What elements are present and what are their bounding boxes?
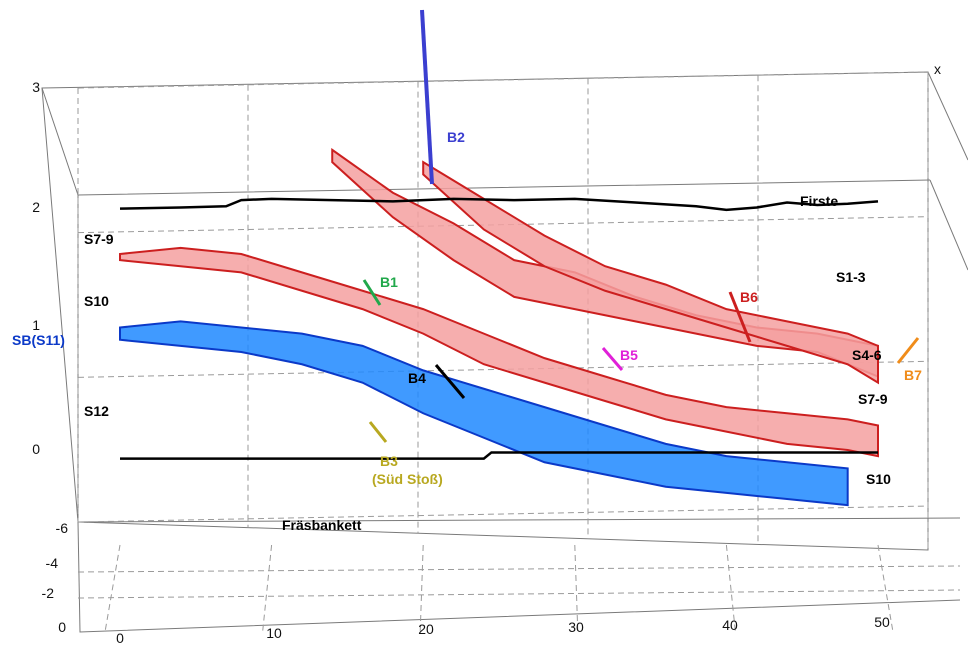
floor-grid-line: [419, 544, 424, 633]
floor-grid-line: [574, 544, 579, 633]
annotation-label: B2: [447, 129, 465, 145]
x-tick-label: 30: [568, 619, 584, 635]
annotation-label: S7-9: [84, 231, 114, 247]
tick-labels: 0 10 20 30 40 50 0 1 2 3 -6 -4 -2 0 x: [32, 61, 941, 646]
marker-b7: [896, 337, 920, 364]
annotation-label: S10: [84, 293, 109, 309]
axes-frame-edge: [929, 179, 968, 271]
y-tick-label: 0: [58, 619, 66, 635]
corner-mark: x: [934, 61, 941, 77]
annotation-label: SB(S11): [12, 332, 65, 348]
annotation-label: S10: [866, 471, 891, 487]
x-tick-label: 10: [266, 625, 282, 641]
annotation-label: (Süd Stoß): [372, 471, 443, 487]
x-tick-label: 50: [874, 614, 890, 630]
axes-frame-edge: [41, 87, 931, 196]
floor-grid-line: [77, 565, 961, 573]
annotation-label: Fräsbankett: [282, 517, 362, 533]
band-series: [119, 147, 879, 507]
annotation-label: S1-3: [836, 269, 866, 285]
annotation-label: B7: [904, 367, 922, 383]
marker-b3: [368, 421, 388, 443]
z-tick-label: 0: [32, 441, 40, 457]
marker-b5: [601, 347, 624, 371]
annotation-labels: B2 B1 B6 B5 B4 B3 (Süd Stoß) B7 S7-9 S10 S12 S1-3 S4…: [12, 129, 922, 533]
x-tick-label: 20: [418, 621, 434, 637]
grid-line-z: [77, 71, 929, 89]
marker-b2: [420, 9, 434, 185]
floor-grid-line: [725, 544, 736, 633]
floor-grid-line: [877, 544, 894, 633]
annotation-label: Firste: [800, 193, 838, 209]
annotation-label: S7-9: [858, 391, 888, 407]
grid-line-z: [77, 505, 929, 523]
band-sb-s11-: [119, 320, 849, 507]
band-s10: [119, 246, 879, 458]
axes-frame-edge: [927, 71, 968, 161]
x-tick-label: 40: [722, 617, 738, 633]
line-series: [119, 197, 879, 460]
z-tick-label: 1: [32, 317, 40, 333]
y-tick-label: -4: [46, 555, 59, 571]
marker-b6: [728, 291, 752, 343]
axes-frame-edge: [77, 517, 961, 523]
z-tick-label: 2: [32, 199, 40, 215]
x-tick-label: 0: [116, 630, 124, 646]
annotation-label: B6: [740, 289, 758, 305]
marker-b1: [362, 279, 382, 306]
annotation-label: B4: [408, 370, 426, 386]
line-fr-sbankett: [120, 451, 878, 460]
floor-grid-line: [77, 589, 961, 599]
floor-grid-line: [104, 544, 121, 633]
annotation-label: B5: [620, 347, 638, 363]
y-tick-label: -6: [56, 520, 69, 536]
z-tick-label: 3: [32, 79, 40, 95]
annotation-marks: [362, 9, 920, 443]
y-tick-label: -2: [42, 585, 55, 601]
band-s1-3: [422, 160, 879, 385]
floor-grid-line: [262, 544, 273, 633]
line-firste: [119, 197, 879, 212]
marker-b4: [434, 364, 466, 399]
annotation-label: S12: [84, 403, 109, 419]
annotation-label: B1: [380, 274, 398, 290]
annotation-label: S4-6: [852, 347, 882, 363]
axes-frame-edge: [77, 521, 961, 633]
annotation-label: B3: [380, 453, 398, 469]
